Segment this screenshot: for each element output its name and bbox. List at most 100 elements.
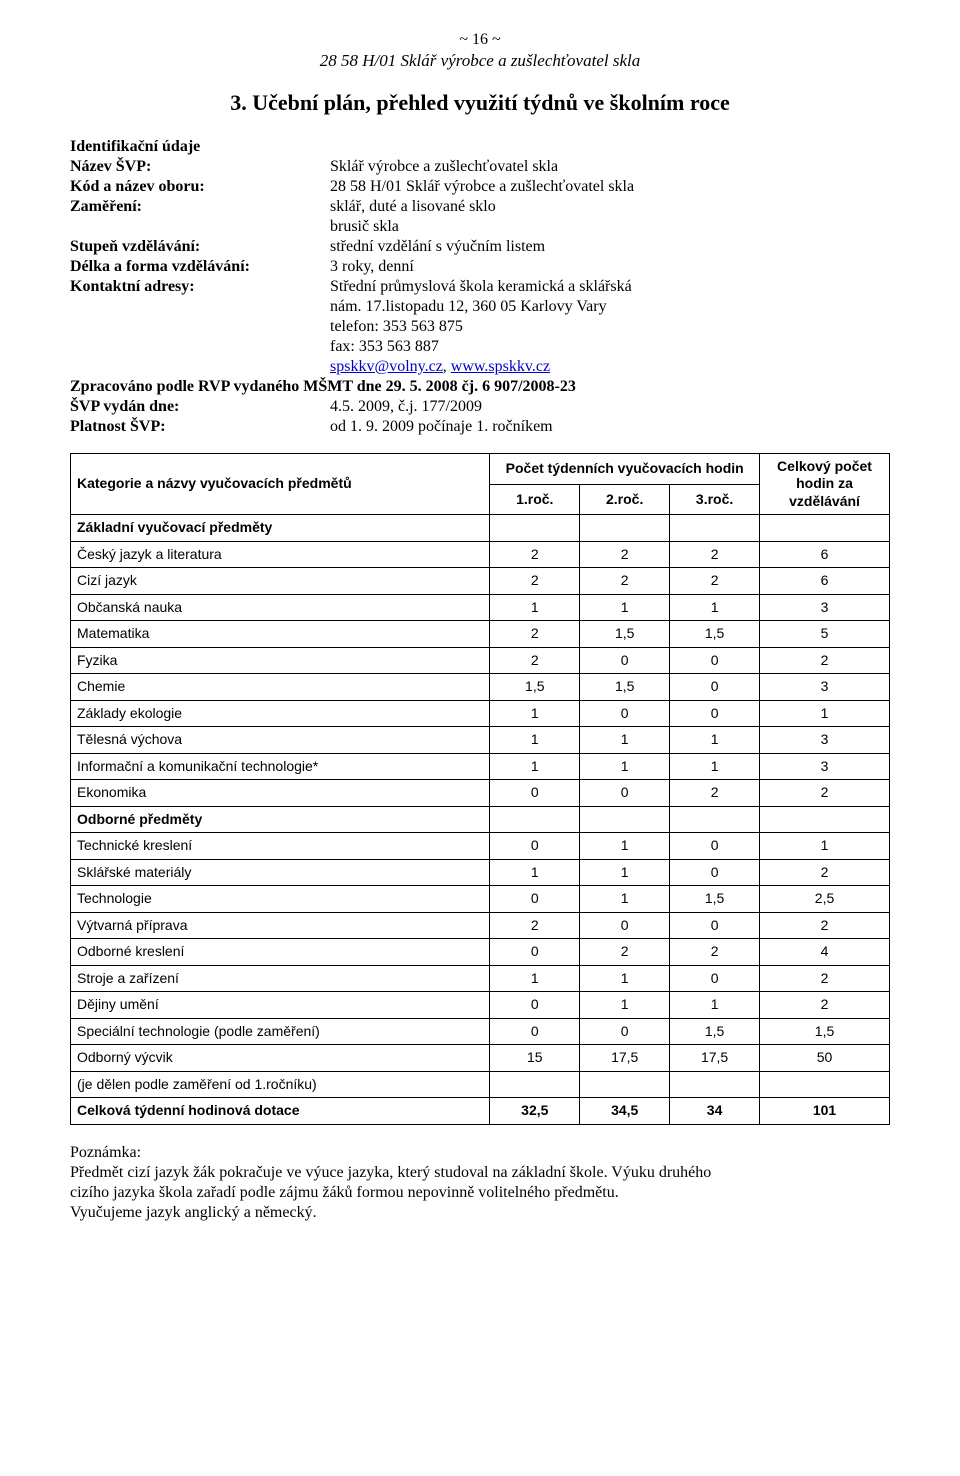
rvp-line: Zpracováno podle RVP vydaného MŠMT dne 2… (70, 377, 890, 397)
total-cell (760, 1071, 890, 1098)
kontakt-address: nám. 17.listopadu 12, 360 05 Karlovy Var… (330, 297, 890, 317)
year-cell: 34,5 (580, 1098, 670, 1125)
empty-cell (760, 806, 890, 833)
field-label: Název ŠVP: (70, 157, 330, 177)
year-cell: 0 (670, 912, 760, 939)
table-row: Ekonomika0022 (71, 780, 890, 807)
total-cell: 2 (760, 859, 890, 886)
year-cell: 2 (490, 647, 580, 674)
field-value: Sklář výrobce a zušlechťovatel skla (330, 157, 890, 177)
field-value: střední vzdělání s výučním listem (330, 237, 890, 257)
field-kod-oboru: Kód a název oboru: 28 58 H/01 Sklář výro… (70, 177, 890, 197)
year-cell: 1 (580, 753, 670, 780)
year-cell: 1 (490, 859, 580, 886)
field-label: Kód a název oboru: (70, 177, 330, 197)
field-value: Střední průmyslová škola keramická a skl… (330, 277, 890, 297)
field-label: Kontaktní adresy: (70, 277, 330, 297)
total-cell: 2 (760, 780, 890, 807)
subject-name-cell: Stroje a zařízení (71, 965, 490, 992)
subject-name-cell: Sklářské materiály (71, 859, 490, 886)
field-value: 3 roky, denní (330, 257, 890, 277)
year-cell: 1,5 (670, 621, 760, 648)
table-row: Technické kreslení0101 (71, 833, 890, 860)
year-cell: 32,5 (490, 1098, 580, 1125)
field-label: ŠVP vydán dne: (70, 397, 330, 417)
field-stupen: Stupeň vzdělávání: střední vzdělání s vý… (70, 237, 890, 257)
year-cell: 2 (580, 939, 670, 966)
total-cell: 50 (760, 1045, 890, 1072)
year-cell: 1 (580, 727, 670, 754)
subject-name-cell: Tělesná výchova (71, 727, 490, 754)
year-cell: 1 (490, 594, 580, 621)
web-link[interactable]: www.spskkv.cz (451, 358, 550, 375)
year-cell: 1 (580, 859, 670, 886)
head-year3: 3.roč. (670, 484, 760, 515)
head-left: Kategorie a názvy vyučovacích předmětů (71, 453, 490, 515)
total-cell: 2,5 (760, 886, 890, 913)
total-cell: 1 (760, 700, 890, 727)
note-line: cizího jazyka škola zařadí podle zájmu ž… (70, 1183, 890, 1203)
year-cell: 0 (580, 1018, 670, 1045)
subject-name-cell: Matematika (71, 621, 490, 648)
year-cell: 1 (580, 992, 670, 1019)
table-row: (je dělen podle zaměření od 1.ročníku) (71, 1071, 890, 1098)
year-cell: 0 (580, 912, 670, 939)
section-title-cell: Odborné předměty (71, 806, 490, 833)
year-cell: 15 (490, 1045, 580, 1072)
year-cell: 34 (670, 1098, 760, 1125)
year-cell: 1,5 (670, 1018, 760, 1045)
year-cell: 0 (490, 780, 580, 807)
field-delka: Délka a forma vzdělávání: 3 roky, denní (70, 257, 890, 277)
subject-name-cell: (je dělen podle zaměření od 1.ročníku) (71, 1071, 490, 1098)
year-cell: 0 (490, 992, 580, 1019)
year-cell: 0 (670, 965, 760, 992)
table-row: Chemie1,51,503 (71, 674, 890, 701)
year-cell: 0 (580, 780, 670, 807)
email-link[interactable]: spskkv@volny.cz (330, 358, 443, 375)
table-row: Výtvarná příprava2002 (71, 912, 890, 939)
year-cell: 2 (670, 780, 760, 807)
subject-name-cell: Občanská nauka (71, 594, 490, 621)
page-number: ~ 16 ~ (70, 30, 890, 50)
total-cell: 2 (760, 965, 890, 992)
total-cell: 1 (760, 833, 890, 860)
year-cell: 1 (670, 992, 760, 1019)
year-cell: 1,5 (580, 674, 670, 701)
year-cell: 2 (670, 541, 760, 568)
year-cell: 1 (580, 886, 670, 913)
ident-heading: Identifikační údaje (70, 137, 890, 157)
year-cell: 0 (670, 859, 760, 886)
year-cell (490, 1071, 580, 1098)
table-row: Matematika21,51,55 (71, 621, 890, 648)
subject-name-cell: Český jazyk a literatura (71, 541, 490, 568)
total-cell: 5 (760, 621, 890, 648)
year-cell: 1 (580, 833, 670, 860)
table-row: Základy ekologie1001 (71, 700, 890, 727)
table-row: Stroje a zařízení1102 (71, 965, 890, 992)
section-title: 3. Učební plán, přehled využití týdnů ve… (70, 89, 890, 117)
note-head: Poznámka: (70, 1143, 890, 1163)
year-cell: 1,5 (490, 674, 580, 701)
subject-name-cell: Chemie (71, 674, 490, 701)
kontakt-phone: telefon: 353 563 875 (330, 317, 890, 337)
year-cell: 2 (490, 912, 580, 939)
year-cell: 1,5 (580, 621, 670, 648)
field-nazev-svp: Název ŠVP: Sklář výrobce a zušlechťovate… (70, 157, 890, 177)
table-row: Tělesná výchova1113 (71, 727, 890, 754)
table-section-row: Základní vyučovací předměty (71, 515, 890, 542)
table-head: Kategorie a názvy vyučovacích předmětů P… (71, 453, 890, 515)
total-cell: 101 (760, 1098, 890, 1125)
year-cell: 1 (670, 753, 760, 780)
subject-name-cell: Technologie (71, 886, 490, 913)
running-header: 28 58 H/01 Sklář výrobce a zušlechťovate… (70, 50, 890, 71)
field-value: 28 58 H/01 Sklář výrobce a zušlechťovate… (330, 177, 890, 197)
field-zamereni: Zaměření: sklář, duté a lisované sklo (70, 197, 890, 217)
year-cell: 1 (490, 753, 580, 780)
year-cell: 1 (670, 727, 760, 754)
subject-name-cell: Odborné kreslení (71, 939, 490, 966)
table-row: Dějiny umění0112 (71, 992, 890, 1019)
subject-name-cell: Ekonomika (71, 780, 490, 807)
total-cell: 6 (760, 541, 890, 568)
subject-name-cell: Fyzika (71, 647, 490, 674)
note-block: Poznámka: Předmět cizí jazyk žák pokraču… (70, 1143, 890, 1223)
